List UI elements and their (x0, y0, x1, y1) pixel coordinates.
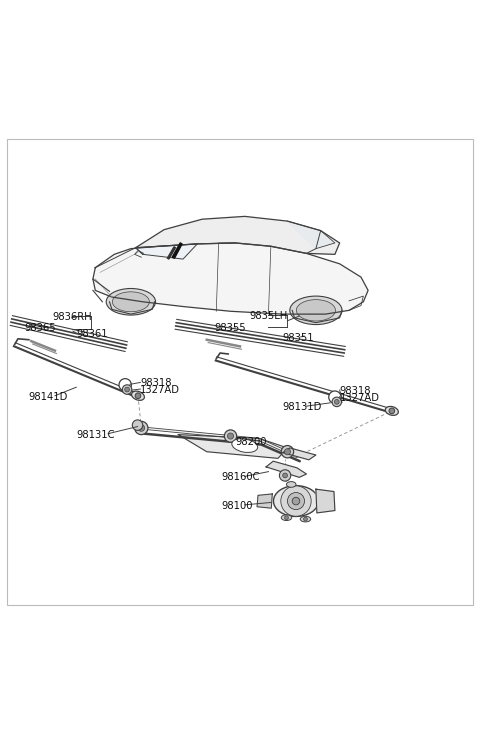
Circle shape (303, 517, 307, 521)
Polygon shape (257, 494, 272, 508)
Circle shape (228, 433, 234, 439)
Ellipse shape (112, 292, 149, 312)
Circle shape (135, 421, 148, 434)
Ellipse shape (300, 516, 311, 522)
Polygon shape (136, 217, 340, 254)
Ellipse shape (281, 515, 292, 521)
Ellipse shape (287, 481, 296, 487)
Circle shape (283, 473, 288, 478)
Polygon shape (266, 461, 306, 478)
Ellipse shape (106, 289, 156, 315)
Circle shape (332, 397, 342, 407)
Circle shape (279, 469, 291, 481)
Polygon shape (179, 434, 288, 458)
Text: 98365: 98365 (24, 324, 56, 333)
Ellipse shape (232, 439, 258, 452)
Polygon shape (93, 243, 368, 314)
Circle shape (288, 493, 304, 510)
Circle shape (125, 387, 130, 392)
Polygon shape (316, 490, 335, 513)
Polygon shape (288, 221, 335, 248)
Ellipse shape (385, 406, 398, 415)
Circle shape (292, 497, 300, 505)
Text: 98318: 98318 (340, 386, 371, 396)
Text: 9835LH: 9835LH (250, 311, 288, 321)
Ellipse shape (290, 296, 342, 324)
Text: 1327AD: 1327AD (340, 393, 380, 403)
Text: 98131D: 98131D (283, 402, 322, 412)
Circle shape (132, 420, 143, 430)
Circle shape (329, 391, 341, 403)
Circle shape (281, 446, 294, 458)
Circle shape (224, 430, 237, 442)
Text: 98361: 98361 (76, 329, 108, 339)
Text: 1327AD: 1327AD (140, 385, 180, 395)
Circle shape (122, 385, 132, 394)
Polygon shape (136, 244, 197, 259)
Text: 98355: 98355 (214, 324, 246, 333)
Ellipse shape (274, 486, 319, 516)
Text: 98318: 98318 (140, 379, 172, 388)
Circle shape (119, 379, 132, 391)
Text: 9836RH: 9836RH (53, 312, 92, 322)
Text: 98100: 98100 (221, 501, 252, 511)
Text: 98160C: 98160C (221, 472, 260, 482)
Text: 98131C: 98131C (76, 429, 115, 440)
Circle shape (284, 449, 290, 455)
Text: 98141D: 98141D (29, 391, 68, 402)
Circle shape (389, 408, 395, 414)
Text: 98351: 98351 (283, 333, 314, 343)
Ellipse shape (132, 391, 144, 400)
Circle shape (135, 393, 141, 399)
Ellipse shape (296, 300, 336, 321)
Polygon shape (283, 448, 316, 460)
Circle shape (335, 400, 339, 404)
Polygon shape (172, 243, 182, 258)
Polygon shape (168, 247, 176, 259)
Circle shape (281, 486, 311, 516)
Text: 98200: 98200 (235, 437, 267, 447)
Circle shape (285, 516, 288, 519)
Circle shape (138, 425, 144, 432)
